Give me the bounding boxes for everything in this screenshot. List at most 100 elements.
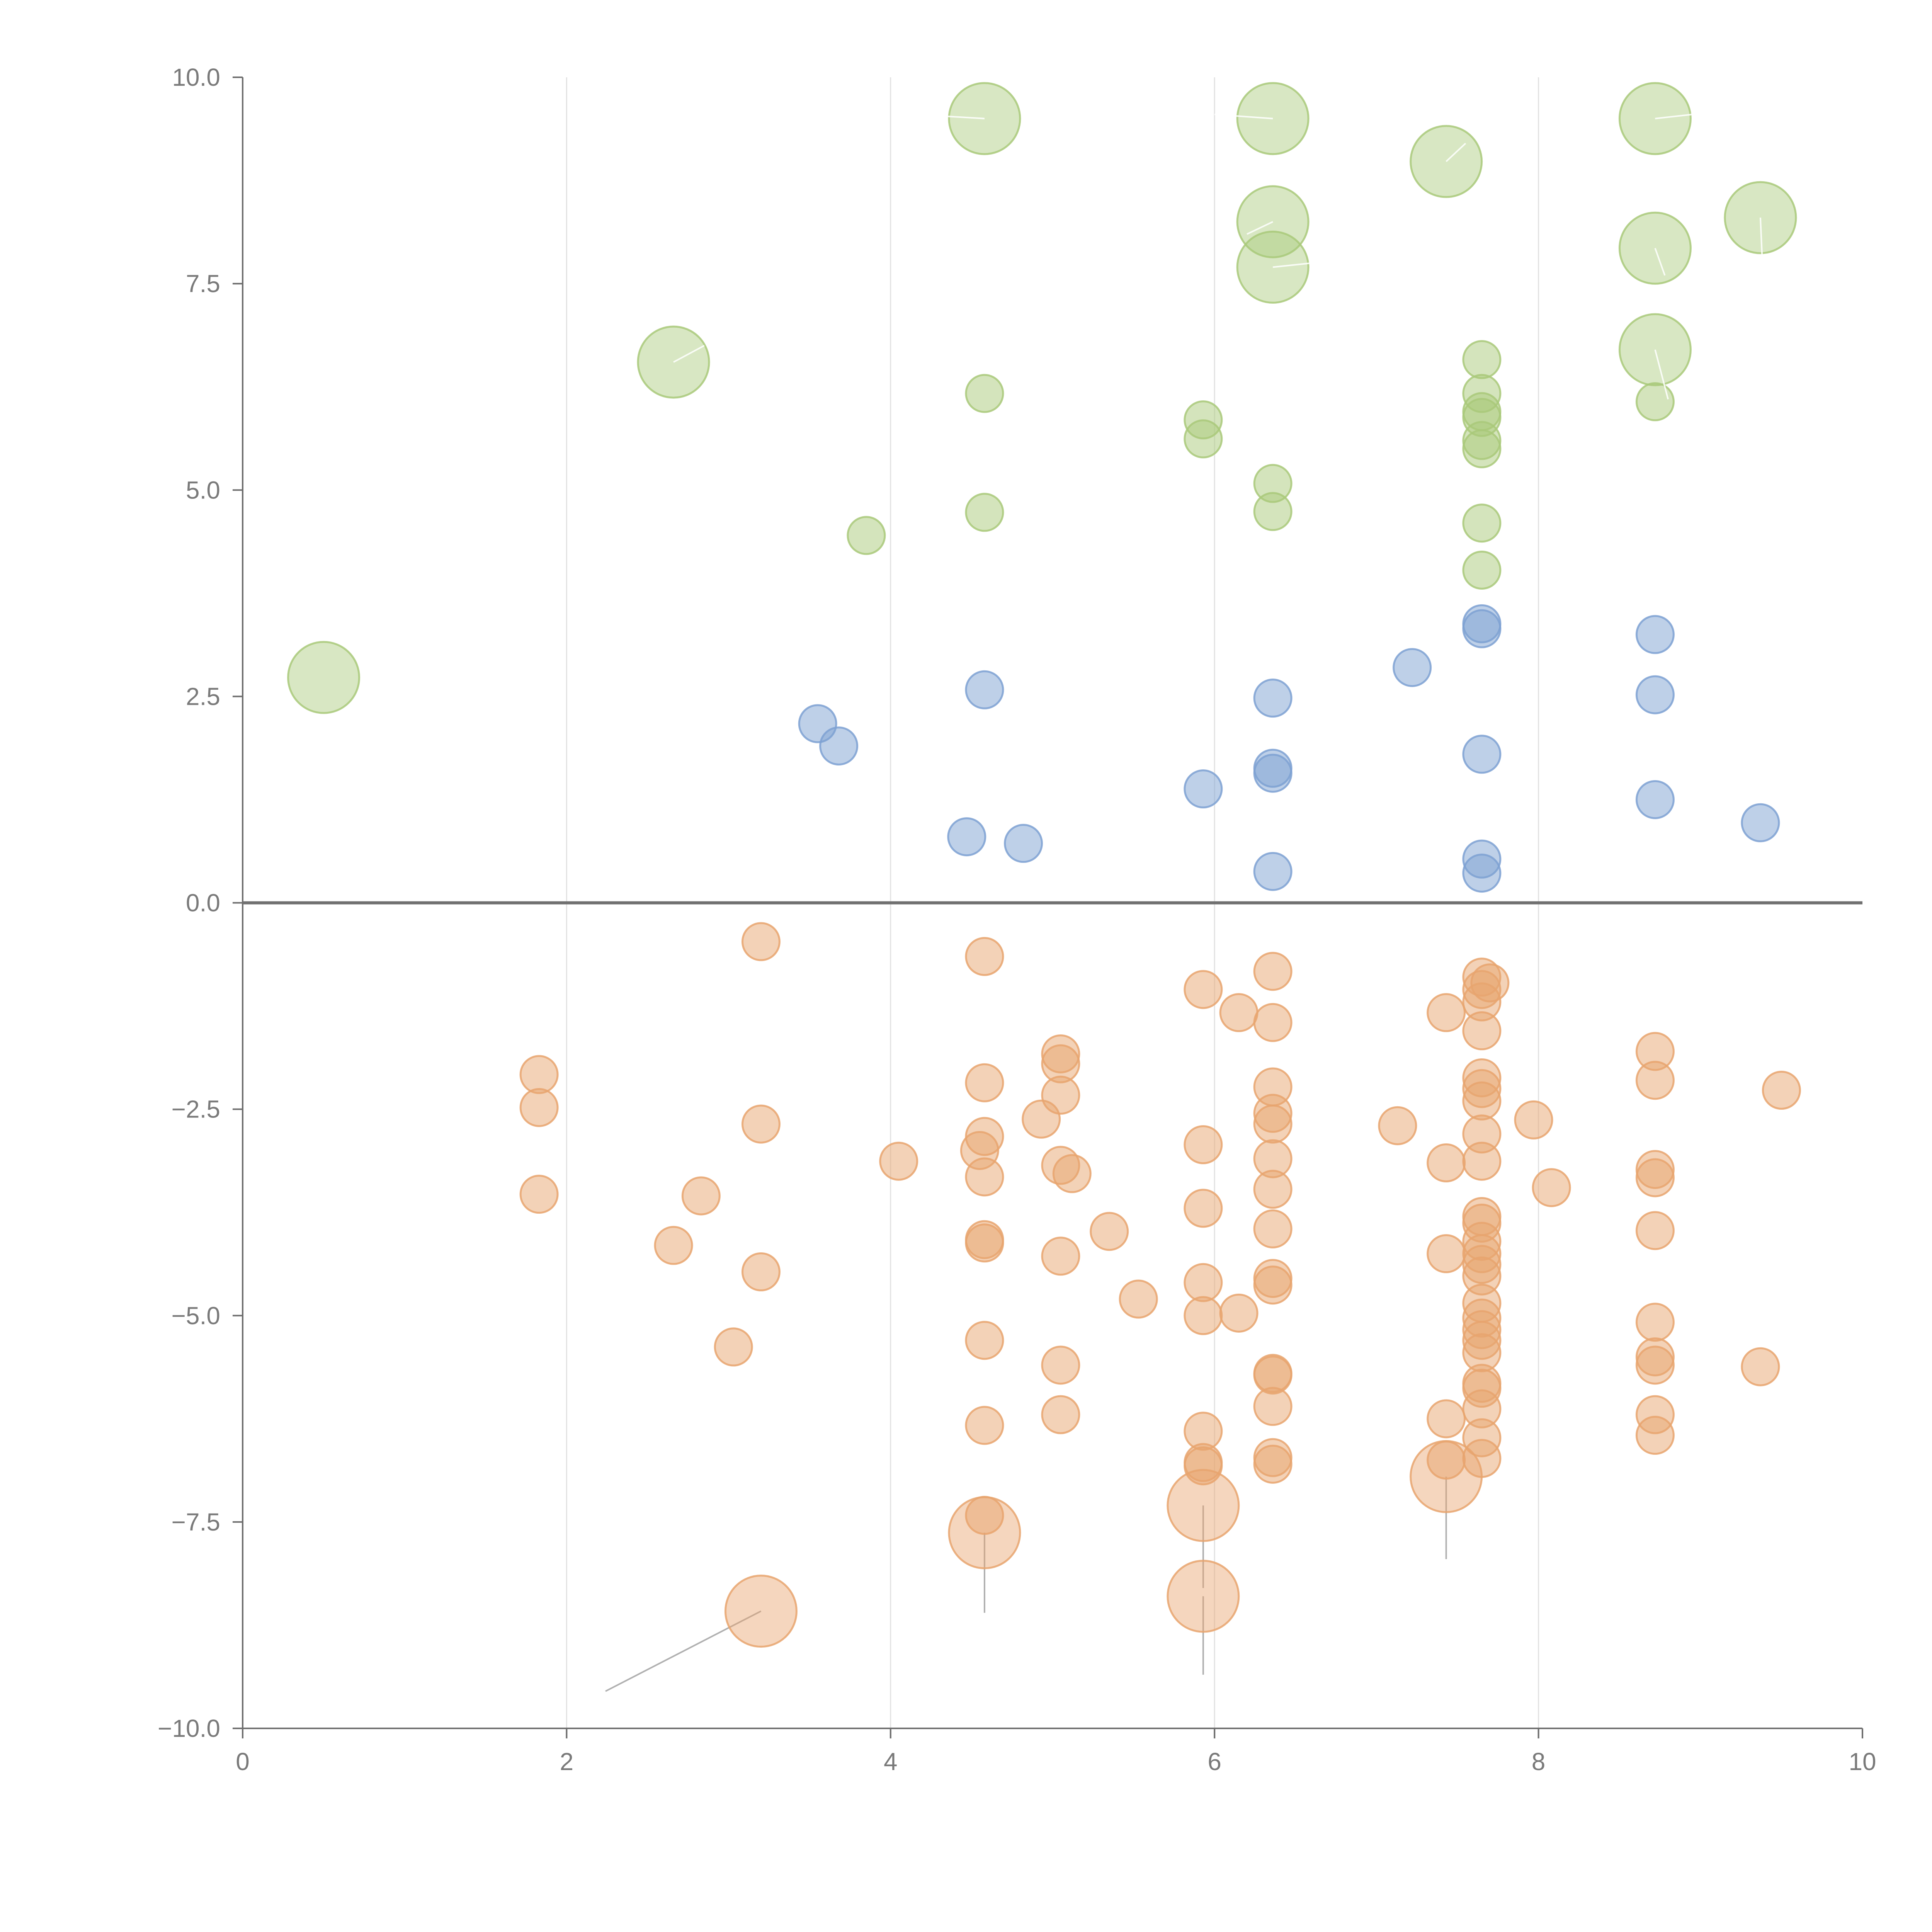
orange-small-point xyxy=(1052,1154,1092,1193)
orange-small-point xyxy=(654,1226,693,1265)
orange-small-point xyxy=(1184,1446,1223,1486)
orange-large-point xyxy=(724,1575,798,1648)
orange-small-point xyxy=(879,1141,918,1181)
orange-small-point xyxy=(1635,1158,1675,1197)
orange-large-point xyxy=(1167,1560,1240,1633)
green-small-point xyxy=(1462,429,1502,468)
green-small-point xyxy=(965,493,1004,532)
orange-small-point xyxy=(1427,993,1466,1032)
orange-small-point xyxy=(1635,1061,1675,1100)
annotation-leader-line xyxy=(915,114,985,119)
orange-small-point xyxy=(965,1223,1004,1263)
x-tick-label: 8 xyxy=(1532,1748,1546,1776)
annotation-leader-line xyxy=(1272,262,1312,268)
blue-point xyxy=(1462,854,1502,893)
orange-small-point xyxy=(1635,1416,1675,1455)
orange-small-point xyxy=(1041,1345,1080,1385)
orange-small-point xyxy=(1253,1104,1293,1144)
x-tick-label: 6 xyxy=(1208,1748,1221,1776)
orange-small-point xyxy=(714,1327,753,1367)
data-points xyxy=(287,82,1801,1648)
orange-small-point xyxy=(1219,1293,1259,1333)
orange-small-point xyxy=(1184,1189,1223,1228)
orange-small-point xyxy=(1635,1345,1675,1385)
orange-small-point xyxy=(965,1321,1004,1360)
orange-small-point xyxy=(1514,1100,1553,1139)
blue-point xyxy=(1184,769,1223,809)
orange-small-point xyxy=(519,1055,559,1094)
orange-small-point xyxy=(1041,1236,1080,1276)
green-small-point xyxy=(847,516,886,555)
orange-small-point xyxy=(1378,1106,1417,1145)
orange-small-point xyxy=(1427,1143,1466,1182)
orange-small-point xyxy=(1253,952,1293,991)
y-tick-label: −2.5 xyxy=(172,1095,220,1123)
blue-point xyxy=(1462,609,1502,648)
orange-small-point xyxy=(519,1175,559,1214)
orange-small-point xyxy=(1253,1209,1293,1248)
orange-small-point xyxy=(1532,1168,1571,1208)
blue-point xyxy=(1253,753,1293,793)
y-tick-label: 2.5 xyxy=(186,682,220,710)
orange-small-point xyxy=(1119,1279,1158,1319)
orange-large-point xyxy=(948,1496,1021,1570)
orange-small-point xyxy=(1184,1263,1223,1302)
green-small-point xyxy=(1462,550,1502,590)
x-tick-label: 4 xyxy=(884,1748,898,1776)
orange-small-point xyxy=(1184,1296,1223,1335)
orange-small-point xyxy=(741,1252,781,1292)
orange-small-point xyxy=(1041,1075,1080,1115)
blue-point xyxy=(1253,852,1293,891)
y-tick-label: 0.0 xyxy=(186,889,220,917)
orange-small-point xyxy=(1741,1347,1780,1386)
y-tick-label: −10.0 xyxy=(158,1714,220,1742)
orange-small-point xyxy=(965,1406,1004,1445)
orange-large-point xyxy=(1167,1469,1240,1542)
orange-small-point xyxy=(1427,1399,1466,1439)
orange-small-point xyxy=(1635,1303,1675,1342)
orange-small-point xyxy=(1762,1070,1801,1110)
green-small-point xyxy=(1184,419,1223,459)
annotation-leader-line xyxy=(673,345,705,363)
x-tick-label: 2 xyxy=(560,1748,574,1776)
orange-small-point xyxy=(1253,1265,1293,1305)
blue-point xyxy=(1393,648,1432,687)
blue-point xyxy=(947,817,986,857)
orange-small-point xyxy=(1219,993,1259,1032)
orange-small-point xyxy=(1462,1081,1502,1121)
green-small-point xyxy=(1462,503,1502,543)
y-tick-label: 5.0 xyxy=(186,476,220,504)
green-small-point xyxy=(1462,340,1502,379)
orange-small-point xyxy=(519,1088,559,1127)
orange-small-point xyxy=(1470,963,1510,1003)
blue-point xyxy=(1004,824,1043,863)
orange-small-point xyxy=(1041,1395,1080,1434)
green-small-point xyxy=(1635,382,1675,422)
annotation-leader-line xyxy=(1655,114,1693,119)
blue-point xyxy=(1635,615,1675,654)
annotation-leader-line xyxy=(1214,114,1273,119)
blue-point xyxy=(1635,780,1675,819)
orange-small-point xyxy=(741,922,781,961)
orange-large-point xyxy=(1410,1440,1483,1513)
x-tick-label: 0 xyxy=(236,1748,250,1776)
annotation-leader-line xyxy=(1654,349,1669,400)
orange-small-point xyxy=(1427,1234,1466,1274)
green-small-point xyxy=(1253,492,1293,531)
green-large-point xyxy=(287,641,361,714)
orange-small-point xyxy=(681,1176,721,1216)
orange-small-point xyxy=(965,1117,1004,1156)
annotation-leader-line xyxy=(1247,221,1273,235)
y-tick-label: −7.5 xyxy=(172,1508,220,1536)
y-tick-label: −5.0 xyxy=(172,1302,220,1330)
annotation-leaders xyxy=(605,1476,1447,1692)
orange-small-point xyxy=(1253,1003,1293,1042)
orange-small-point xyxy=(1184,970,1223,1009)
orange-small-point xyxy=(1090,1212,1129,1251)
annotation-leader-line xyxy=(1446,143,1466,162)
orange-small-point xyxy=(1253,1387,1293,1426)
orange-small-point xyxy=(1253,1170,1293,1209)
axes: 0 2 4 6 8 10 −10.0 −7.5 −5.0 −2.5 0.0 2.5 5.0 7.5 10.0 xyxy=(158,63,1876,1776)
blue-point xyxy=(1253,679,1293,718)
